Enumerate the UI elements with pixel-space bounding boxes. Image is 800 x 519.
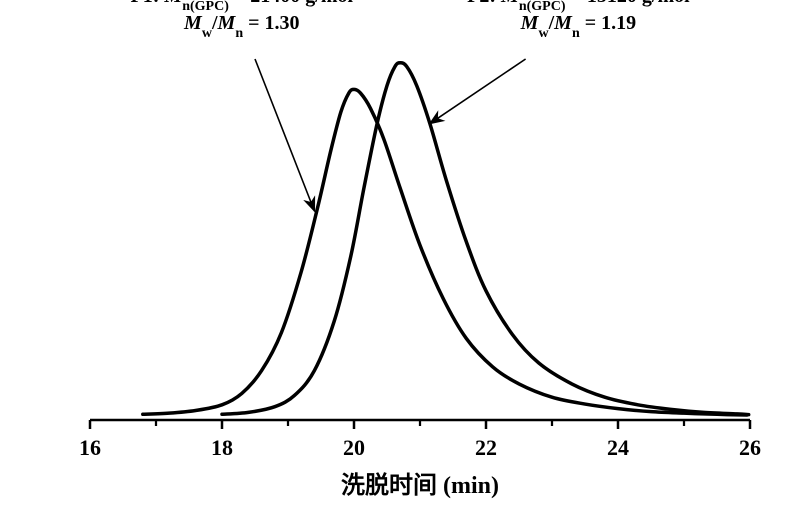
x-tick-label: 20	[343, 435, 365, 460]
x-tick-label: 22	[475, 435, 497, 460]
x-axis-title: 洗脱时间 (min)	[341, 471, 499, 499]
x-tick-label: 26	[739, 435, 761, 460]
plot-background	[0, 0, 800, 519]
gpc-chart: 161820222426洗脱时间 (min)P1: Mn(GPC) = 2140…	[0, 0, 800, 519]
chart-svg: 161820222426洗脱时间 (min)P1: Mn(GPC) = 2140…	[0, 0, 800, 519]
x-tick-label: 24	[607, 435, 629, 460]
x-tick-label: 18	[211, 435, 233, 460]
x-tick-label: 16	[79, 435, 101, 460]
